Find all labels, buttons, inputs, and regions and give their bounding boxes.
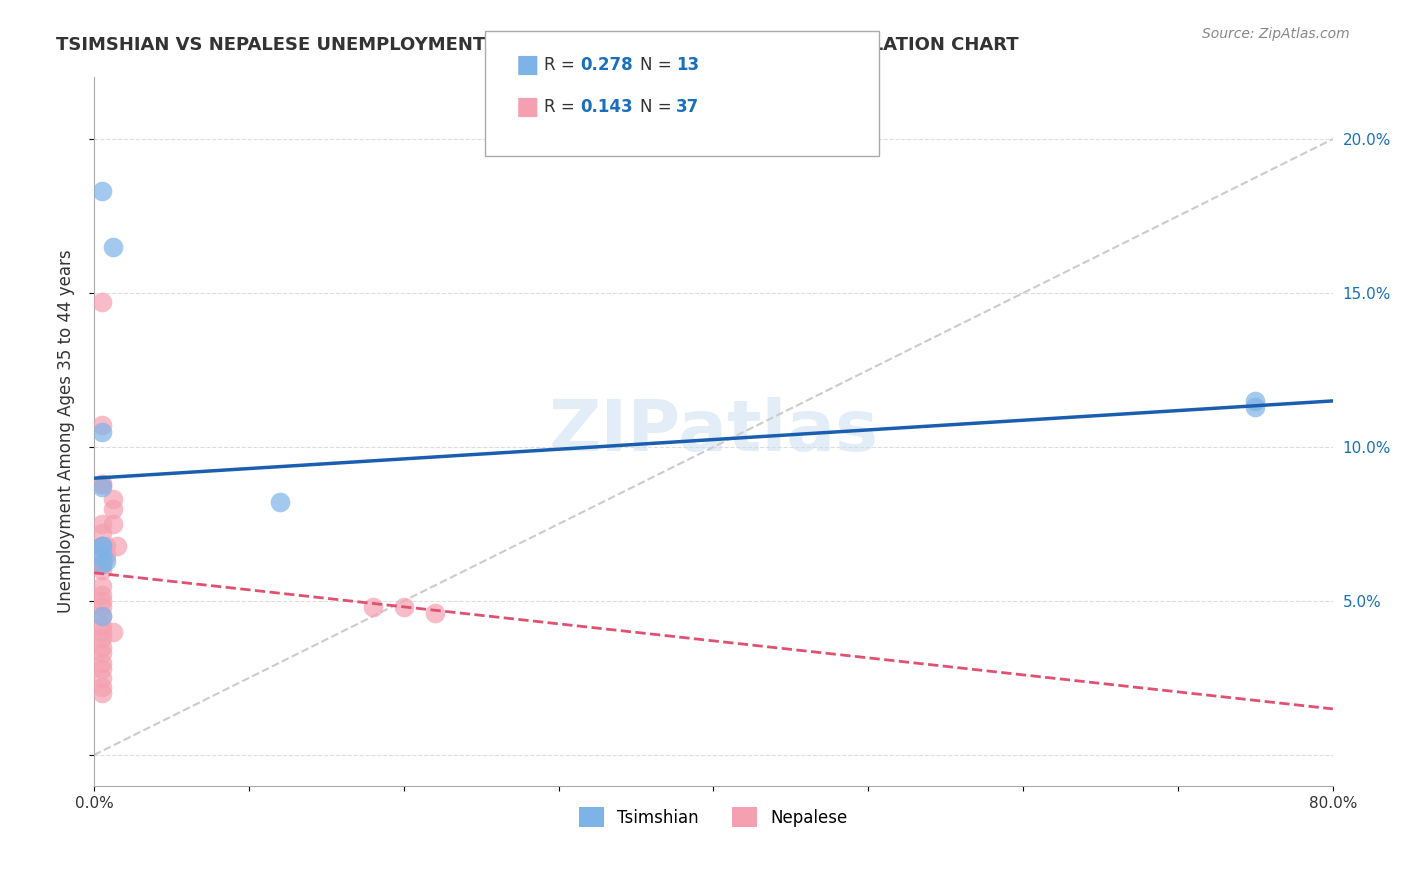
Point	[90, 563, 112, 577]
Legend: Tsimshian, Nepalese: Tsimshian, Nepalese	[572, 800, 855, 834]
Point	[90, 579, 112, 593]
Point	[90, 185, 112, 199]
Point	[90, 662, 112, 676]
Point	[1244, 393, 1267, 408]
Point	[101, 240, 124, 254]
Point	[90, 418, 112, 433]
Text: 0.278: 0.278	[581, 56, 633, 74]
Point	[90, 557, 112, 571]
Text: 0.143: 0.143	[581, 98, 633, 116]
Point	[90, 539, 112, 553]
Point	[90, 646, 112, 660]
Point	[90, 618, 112, 632]
Text: 13: 13	[676, 56, 699, 74]
Point	[90, 671, 112, 685]
Point	[105, 539, 128, 553]
Point	[101, 501, 124, 516]
Y-axis label: Unemployment Among Ages 35 to 44 years: Unemployment Among Ages 35 to 44 years	[58, 250, 75, 614]
Point	[90, 680, 112, 694]
Point	[90, 609, 112, 624]
Point	[90, 588, 112, 602]
Point	[96, 539, 118, 553]
Point	[90, 554, 112, 568]
Text: 37: 37	[676, 98, 700, 116]
Point	[90, 477, 112, 491]
Point	[90, 656, 112, 670]
Point	[90, 609, 112, 624]
Point	[90, 631, 112, 645]
Point	[90, 624, 112, 639]
Text: N =: N =	[640, 56, 676, 74]
Point	[90, 640, 112, 655]
Point	[90, 539, 112, 553]
Point	[101, 624, 124, 639]
Point	[90, 539, 112, 553]
Point	[96, 548, 118, 562]
Text: N =: N =	[640, 98, 676, 116]
Point	[90, 600, 112, 615]
Point	[101, 492, 124, 507]
Text: ■: ■	[516, 54, 540, 77]
Point	[90, 539, 112, 553]
Point	[269, 495, 291, 509]
Point	[423, 607, 446, 621]
Point	[361, 600, 384, 615]
Point	[101, 516, 124, 531]
Point	[392, 600, 415, 615]
Point	[90, 516, 112, 531]
Text: ■: ■	[516, 95, 540, 119]
Text: ZIPatlas: ZIPatlas	[548, 397, 879, 467]
Text: R =: R =	[544, 56, 581, 74]
Point	[90, 548, 112, 562]
Point	[90, 557, 112, 571]
Text: Source: ZipAtlas.com: Source: ZipAtlas.com	[1202, 27, 1350, 41]
Point	[1244, 400, 1267, 414]
Text: R =: R =	[544, 98, 581, 116]
Point	[90, 594, 112, 608]
Point	[90, 557, 112, 571]
Point	[90, 686, 112, 700]
Point	[90, 295, 112, 310]
Text: TSIMSHIAN VS NEPALESE UNEMPLOYMENT AMONG AGES 35 TO 44 YEARS CORRELATION CHART: TSIMSHIAN VS NEPALESE UNEMPLOYMENT AMONG…	[56, 36, 1019, 54]
Point	[90, 425, 112, 439]
Point	[90, 526, 112, 541]
Point	[96, 554, 118, 568]
Point	[90, 477, 112, 491]
Point	[90, 480, 112, 494]
